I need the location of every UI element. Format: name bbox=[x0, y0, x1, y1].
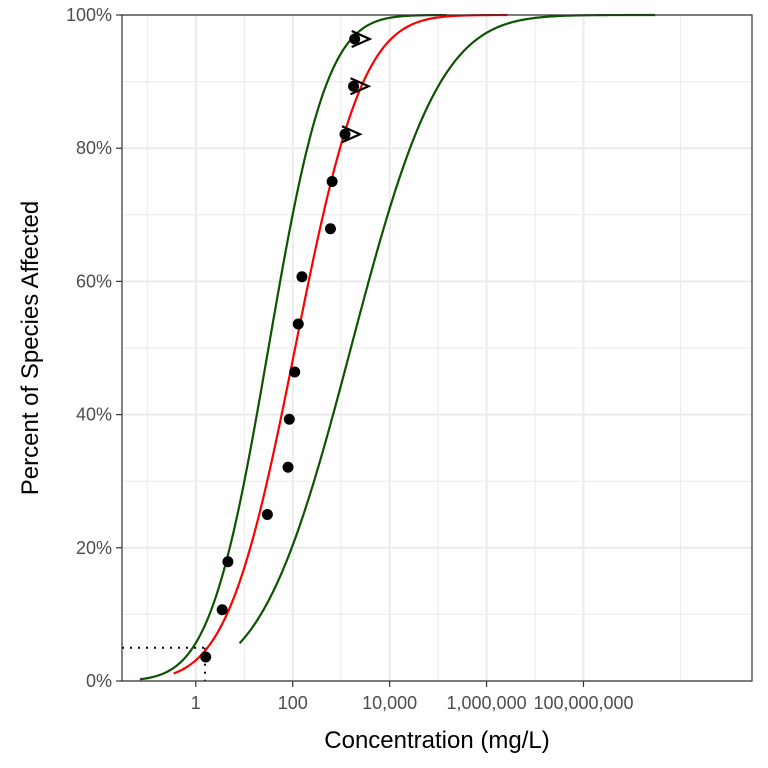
y-tick-label: 60% bbox=[76, 271, 112, 291]
x-tick-label: 10,000 bbox=[362, 693, 417, 713]
x-tick-label: 100 bbox=[278, 693, 308, 713]
data-point bbox=[324, 223, 336, 235]
data-point bbox=[200, 651, 212, 663]
data-point bbox=[222, 556, 234, 568]
fitted-curve bbox=[173, 13, 508, 675]
data-point bbox=[216, 604, 228, 616]
reference-lines bbox=[122, 646, 207, 681]
data-points bbox=[200, 29, 373, 663]
x-tick-label: 1,000,000 bbox=[447, 693, 527, 713]
censored-arrow-marker bbox=[350, 77, 372, 96]
data-point bbox=[339, 128, 351, 140]
y-tick-label: 100% bbox=[66, 5, 112, 25]
y-tick-label: 80% bbox=[76, 138, 112, 158]
data-point bbox=[326, 176, 338, 187]
data-point bbox=[348, 80, 360, 92]
data-point bbox=[282, 461, 294, 473]
lower-confidence-curve bbox=[139, 13, 447, 681]
y-tick-label: 40% bbox=[76, 405, 112, 425]
censored-arrow-marker bbox=[351, 29, 373, 48]
data-point bbox=[349, 33, 361, 45]
data-point bbox=[283, 413, 295, 425]
data-point bbox=[261, 509, 273, 520]
plot-panel-border bbox=[121, 14, 753, 682]
y-tick-label: 20% bbox=[76, 538, 112, 558]
data-point bbox=[289, 366, 301, 378]
y-tick-label: 0% bbox=[86, 671, 112, 691]
x-tick-label: 100,000,000 bbox=[533, 693, 633, 713]
data-point bbox=[296, 271, 308, 283]
y-axis-title: Percent of Species Affected bbox=[17, 201, 44, 495]
axes: 1 100 10,000 1,000,000 100,000,000 0% 20% 40% 60… bbox=[66, 5, 634, 713]
x-axis-title: Concentration (mg/L) bbox=[324, 727, 549, 754]
data-point bbox=[292, 318, 304, 330]
censored-arrow-marker bbox=[341, 125, 363, 144]
x-tick-label: 1 bbox=[191, 693, 201, 713]
